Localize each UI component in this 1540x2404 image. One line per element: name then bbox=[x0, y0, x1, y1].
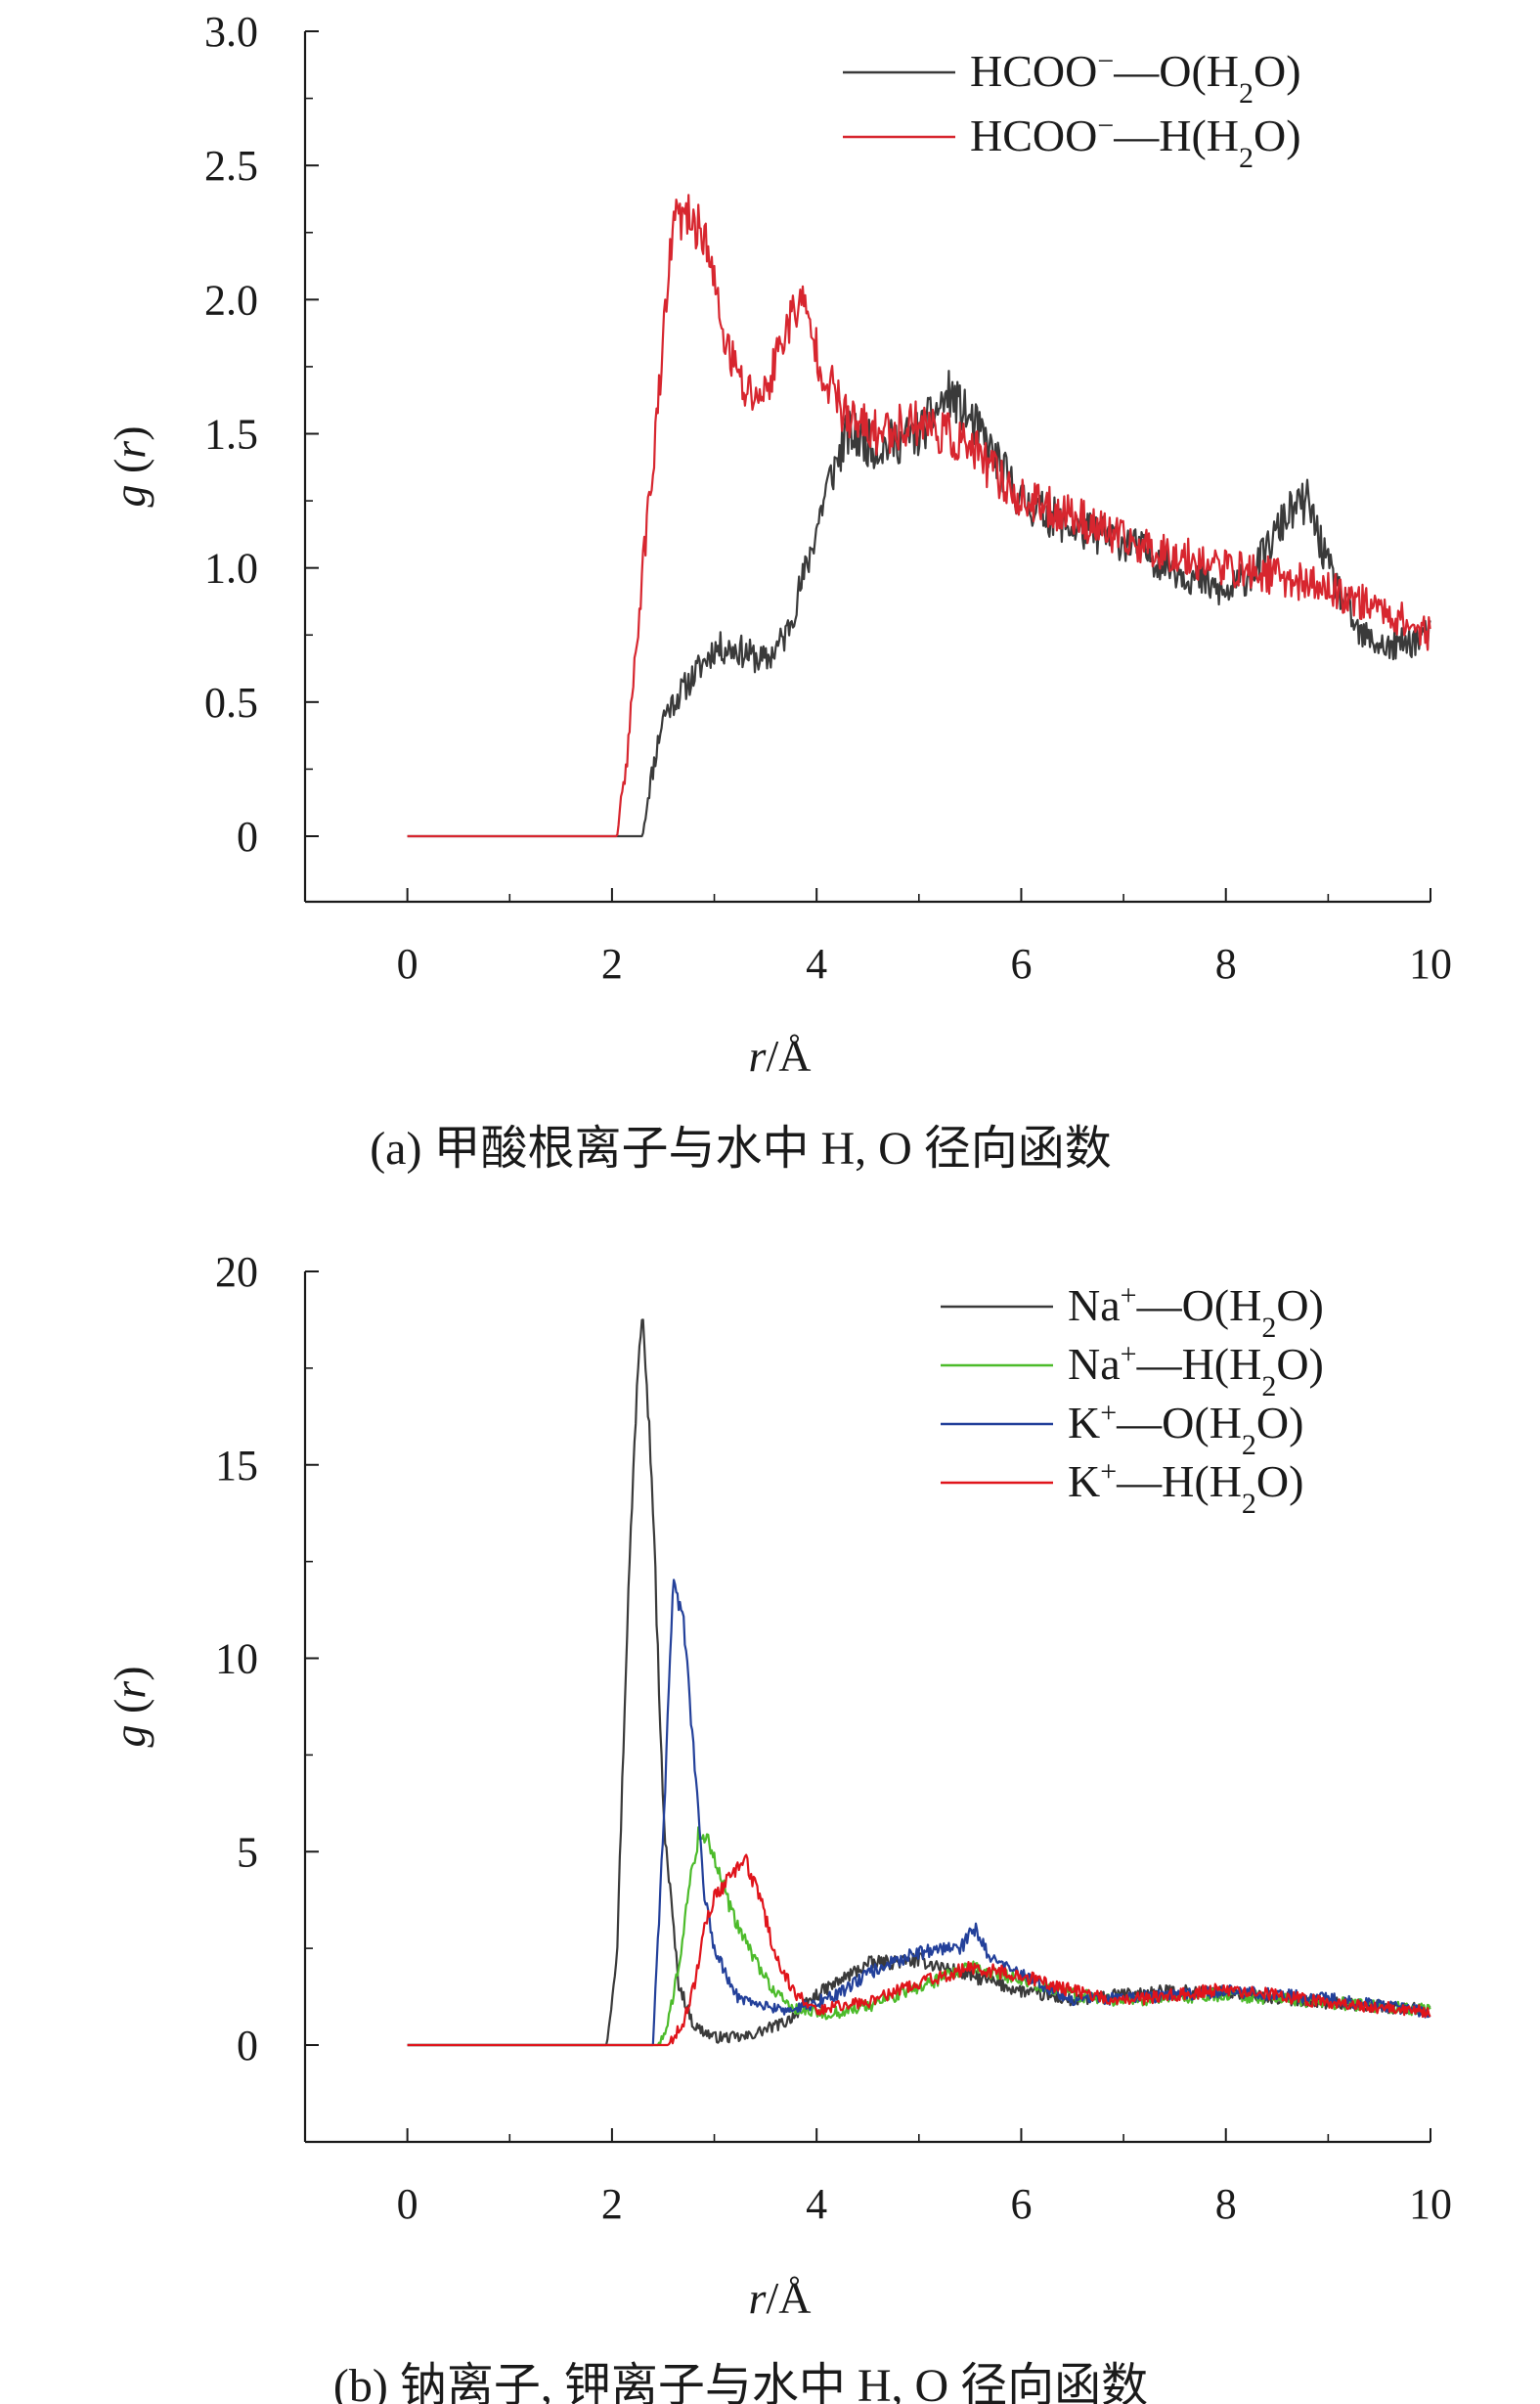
chart-panel-a: 0 0.5 1.0 1.5 2.0 2.5 3.0 0 2 4 6 8 10 r/Å g (r) HCOO−—… bbox=[105, 8, 1452, 1175]
y-axis-title: g (r) bbox=[105, 1666, 154, 1747]
legend-label: HCOO−—O(H2O) bbox=[970, 45, 1301, 110]
x-axis-title: r/Å bbox=[749, 2273, 812, 2323]
legend-label: Na+—O(H2O) bbox=[1068, 1279, 1324, 1344]
y-tick-label: 10 bbox=[215, 1635, 258, 1683]
chart-panel-b: 0 5 10 15 20 0 2 4 6 8 10 r/Å g (r) Na+—O(H2O)Na+—H(H… bbox=[105, 1248, 1452, 2404]
x-tick-label: 2 bbox=[601, 2180, 623, 2228]
y-tick-label: 5 bbox=[237, 1828, 258, 1876]
series-line-a-1 bbox=[407, 370, 1431, 838]
y-tick-label: 3.0 bbox=[204, 8, 258, 56]
series-line-b-2 bbox=[407, 1826, 1431, 2047]
y-tick-label: 2.5 bbox=[204, 142, 258, 190]
x-tick-label: 10 bbox=[1409, 2180, 1452, 2228]
x-tick-label: 8 bbox=[1215, 2180, 1237, 2228]
x-tick-label: 6 bbox=[1010, 940, 1032, 988]
y-tick-label: 1.0 bbox=[204, 545, 258, 593]
x-tick-label: 0 bbox=[397, 940, 418, 988]
figure-caption: (a) 甲酸根离子与水中 H, O 径向函数 bbox=[370, 1123, 1112, 1175]
figure-caption: (b) 钠离子, 钾离子与水中 H, O 径向函数 bbox=[333, 2360, 1148, 2404]
x-tick-label: 4 bbox=[806, 2180, 827, 2228]
legend-label: Na+—H(H2O) bbox=[1068, 1338, 1324, 1402]
y-tick-label: 0 bbox=[237, 2022, 258, 2070]
legend-label: HCOO−—H(H2O) bbox=[970, 110, 1301, 174]
x-tick-label: 2 bbox=[601, 940, 623, 988]
series-line-b-4 bbox=[407, 1853, 1431, 2047]
series-line-b-3 bbox=[407, 1579, 1431, 2047]
y-tick-label: 0.5 bbox=[204, 679, 258, 727]
x-tick-label: 8 bbox=[1215, 940, 1237, 988]
legend-label: K+—O(H2O) bbox=[1068, 1397, 1303, 1461]
y-tick-label: 0 bbox=[237, 813, 258, 861]
x-tick-label: 0 bbox=[397, 2180, 418, 2228]
y-tick-label: 2.0 bbox=[204, 276, 258, 324]
y-tick-label: 20 bbox=[215, 1248, 258, 1296]
series-line-a-2 bbox=[407, 194, 1431, 838]
y-tick-label: 15 bbox=[215, 1442, 258, 1490]
y-axis-title: g (r) bbox=[105, 425, 154, 507]
x-tick-label: 4 bbox=[806, 940, 827, 988]
x-axis-title: r/Å bbox=[749, 1031, 812, 1081]
legend-label: K+—H(H2O) bbox=[1068, 1455, 1303, 1520]
x-tick-label: 6 bbox=[1010, 2180, 1032, 2228]
x-tick-label: 10 bbox=[1409, 940, 1452, 988]
y-tick-label: 1.5 bbox=[204, 411, 258, 459]
